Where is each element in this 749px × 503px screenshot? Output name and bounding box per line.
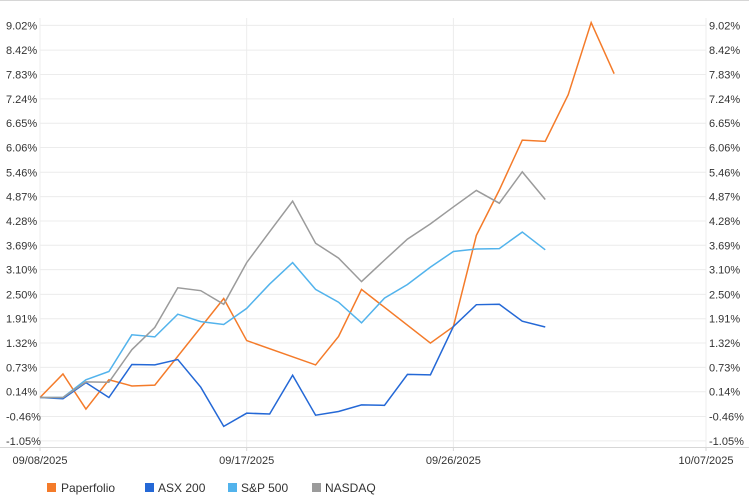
legend-swatch-sp500 <box>228 483 237 492</box>
y-tick-label-right: 6.65% <box>709 118 740 130</box>
y-tick-label-left: 7.83% <box>6 70 37 82</box>
y-tick-label-right: 7.24% <box>709 94 740 106</box>
y-axis-left: 9.02% 8.42% 7.83% 7.24% 6.65% 6.06% 5.46% 4.87%… <box>6 20 41 447</box>
series-line-paperfolio[interactable] <box>39 20 615 411</box>
y-tick-label-right: 1.32% <box>709 338 740 350</box>
y-axis-right: 9.02% 8.42% 7.83% 7.24% 6.65% 6.06% 5.46% 4.87%… <box>709 20 744 447</box>
y-tick-label-right: 7.83% <box>709 70 740 82</box>
y-tick-label-left: 2.50% <box>6 289 37 301</box>
y-tick-label-right: 2.50% <box>709 289 740 301</box>
legend-swatch-paperfolio <box>47 483 56 492</box>
y-tick-label-left: 6.06% <box>6 143 37 155</box>
y-tick-label-right: 8.42% <box>709 45 740 57</box>
y-tick-label-right: 3.69% <box>709 240 740 252</box>
legend: Paperfolio ASX 200 S&P 500 NASDAQ <box>47 481 376 495</box>
y-tick-label-left: 4.28% <box>6 216 37 228</box>
y-tick-label-right: 4.87% <box>709 192 740 204</box>
legend-label-nasdaq: NASDAQ <box>325 481 376 495</box>
y-tick-label-left: 1.91% <box>6 314 37 326</box>
y-tick-label-left: 5.46% <box>6 167 37 179</box>
y-tick-label-right: 0.14% <box>709 387 740 399</box>
y-tick-label-left: 1.32% <box>6 338 37 350</box>
legend-item-asx200[interactable]: ASX 200 <box>145 481 206 495</box>
legend-swatch-asx200 <box>145 483 154 492</box>
series-line-nasdaq[interactable] <box>40 170 546 399</box>
legend-label-sp500: S&P 500 <box>241 481 288 495</box>
y-tick-label-left: 0.14% <box>6 387 37 399</box>
x-tick-label: 10/07/2025 <box>678 455 733 467</box>
y-tick-label-right: 0.73% <box>709 362 740 374</box>
y-tick-label-right: 3.10% <box>709 265 740 277</box>
y-tick-label-right: 9.02% <box>709 20 740 32</box>
legend-item-paperfolio[interactable]: Paperfolio <box>47 481 115 495</box>
y-tick-label-left: 3.10% <box>6 265 37 277</box>
series-line-s-p-500[interactable] <box>40 231 546 399</box>
y-tick-label-right: -0.46% <box>709 411 744 423</box>
series-lines <box>39 20 615 428</box>
x-tick-label: 09/08/2025 <box>12 455 67 467</box>
y-tick-label-left: 7.24% <box>6 94 37 106</box>
legend-item-sp500[interactable]: S&P 500 <box>228 481 288 495</box>
y-tick-label-right: 6.06% <box>709 143 740 155</box>
y-tick-label-left: 3.69% <box>6 240 37 252</box>
legend-label-paperfolio: Paperfolio <box>61 481 115 495</box>
series-line-asx-200[interactable] <box>39 303 546 428</box>
x-tick-label: 09/26/2025 <box>426 455 481 467</box>
y-tick-label-left: 9.02% <box>6 20 37 32</box>
y-tick-label-left: -0.46% <box>6 411 41 423</box>
legend-label-asx200: ASX 200 <box>158 481 206 495</box>
legend-swatch-nasdaq <box>312 483 321 492</box>
y-tick-label-left: 0.73% <box>6 362 37 374</box>
grid <box>0 0 749 448</box>
y-tick-label-left: -1.05% <box>6 436 41 448</box>
y-tick-label-left: 6.65% <box>6 118 37 130</box>
legend-item-nasdaq[interactable]: NASDAQ <box>312 481 376 495</box>
y-tick-label-right: 1.91% <box>709 314 740 326</box>
y-tick-label-right: -1.05% <box>709 436 744 448</box>
y-tick-label-right: 4.28% <box>709 216 740 228</box>
x-tick-label: 09/17/2025 <box>219 455 274 467</box>
x-axis: 09/08/2025 09/17/2025 09/26/2025 10/07/2025 <box>12 447 734 467</box>
y-tick-label-left: 4.87% <box>6 192 37 204</box>
y-tick-label-left: 8.42% <box>6 45 37 57</box>
y-tick-label-right: 5.46% <box>709 167 740 179</box>
